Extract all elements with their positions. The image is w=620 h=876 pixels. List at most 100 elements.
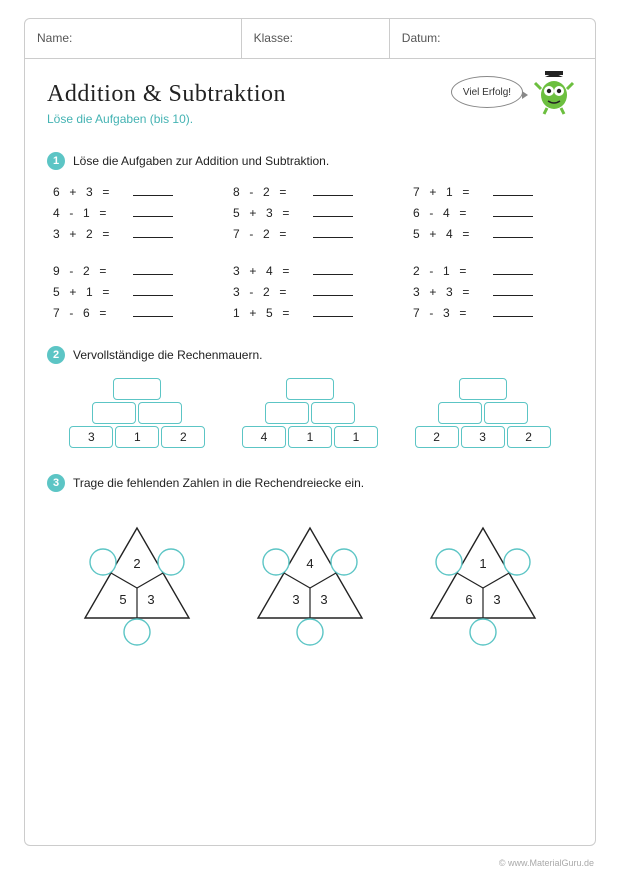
wall-brick-value: 1 <box>334 426 378 448</box>
problem-item: 7 - 6 = <box>53 305 213 320</box>
triangle-answer-circle[interactable] <box>331 549 357 575</box>
answer-blank[interactable] <box>313 184 353 196</box>
worksheet-page: Name: Klasse: Datum: Viel Erfolg! <box>0 0 620 876</box>
number-walls-row: 312411232 <box>47 378 573 448</box>
wall-brick-empty[interactable] <box>92 402 136 424</box>
problem-item: 3 + 3 = <box>413 284 573 299</box>
answer-blank[interactable] <box>493 284 533 296</box>
content-area: Viel Erfolg! Addition & Subtraktion Löse… <box>25 59 595 660</box>
equation-text: 4 - 1 = <box>53 206 133 220</box>
wall-brick-empty[interactable] <box>459 378 507 400</box>
answer-blank[interactable] <box>133 284 173 296</box>
wall-brick-value: 1 <box>288 426 332 448</box>
wall-brick-empty[interactable] <box>113 378 161 400</box>
triangle-value: 2 <box>134 556 141 571</box>
calc-triangle: 433 <box>230 510 390 650</box>
triangle-value: 3 <box>148 592 155 607</box>
answer-blank[interactable] <box>313 263 353 275</box>
answer-blank[interactable] <box>133 205 173 217</box>
answer-blank[interactable] <box>493 263 533 275</box>
problem-grid: 6 + 3 = 8 - 2 = 7 + 1 = 4 - 1 = 5 + 3 = 6 - 4… <box>47 184 573 320</box>
section-1-header: 1 Löse die Aufgaben zur Addition und Sub… <box>47 152 573 170</box>
problem-item: 6 + 3 = <box>53 184 213 199</box>
triangle-value: 3 <box>493 592 500 607</box>
triangle-answer-circle[interactable] <box>158 549 184 575</box>
answer-blank[interactable] <box>493 205 533 217</box>
section-3-header: 3 Trage die fehlenden Zahlen in die Rech… <box>47 474 573 492</box>
number-wall: 411 <box>242 378 378 448</box>
section-2-header: 2 Vervollständige die Rechenmauern. <box>47 346 573 364</box>
answer-blank[interactable] <box>313 284 353 296</box>
problem-item: 5 + 1 = <box>53 284 213 299</box>
problem-item: 1 + 5 = <box>233 305 393 320</box>
triangle-answer-circle[interactable] <box>263 549 289 575</box>
section-2-title: Vervollständige die Rechenmauern. <box>73 348 262 362</box>
triangle-value: 1 <box>479 556 486 571</box>
answer-blank[interactable] <box>133 263 173 275</box>
section-3: 3 Trage die fehlenden Zahlen in die Rech… <box>47 474 573 650</box>
triangle-value: 5 <box>120 592 127 607</box>
triangle-answer-circle[interactable] <box>436 549 462 575</box>
section-3-badge: 3 <box>47 474 65 492</box>
calc-triangle: 2 5 3 <box>57 510 217 650</box>
wall-brick-value: 1 <box>115 426 159 448</box>
section-1-badge: 1 <box>47 152 65 170</box>
equation-text: 2 - 1 = <box>413 264 493 278</box>
equation-text: 5 + 4 = <box>413 227 493 241</box>
problem-item: 3 + 2 = <box>53 226 213 241</box>
wall-brick-empty[interactable] <box>265 402 309 424</box>
problem-item: 2 - 1 = <box>413 263 573 278</box>
answer-blank[interactable] <box>133 184 173 196</box>
equation-text: 8 - 2 = <box>233 185 313 199</box>
calc-triangles-row: 253433163 <box>47 506 573 650</box>
equation-text: 7 - 6 = <box>53 306 133 320</box>
section-2: 2 Vervollständige die Rechenmauern. 3124… <box>47 346 573 448</box>
wall-brick-empty[interactable] <box>484 402 528 424</box>
problem-item: 5 + 3 = <box>233 205 393 220</box>
triangle-answer-circle[interactable] <box>504 549 530 575</box>
equation-text: 6 + 3 = <box>53 185 133 199</box>
date-field-label: Datum: <box>390 19 595 58</box>
wall-brick-empty[interactable] <box>438 402 482 424</box>
problem-item: 6 - 4 = <box>413 205 573 220</box>
equation-text: 3 + 4 = <box>233 264 313 278</box>
wall-brick-value: 4 <box>242 426 286 448</box>
problem-item: 7 + 1 = <box>413 184 573 199</box>
triangle-answer-circle[interactable] <box>297 619 323 645</box>
wall-brick-value: 3 <box>461 426 505 448</box>
equation-text: 1 + 5 = <box>233 306 313 320</box>
section-2-badge: 2 <box>47 346 65 364</box>
answer-blank[interactable] <box>493 226 533 238</box>
problem-item: 3 + 4 = <box>233 263 393 278</box>
triangle-answer-circle[interactable] <box>90 549 116 575</box>
calc-triangle: 163 <box>403 510 563 650</box>
equation-text: 7 - 3 = <box>413 306 493 320</box>
answer-blank[interactable] <box>133 305 173 317</box>
wall-brick-empty[interactable] <box>286 378 334 400</box>
wall-brick-value: 3 <box>69 426 113 448</box>
triangle-value: 4 <box>306 556 313 571</box>
answer-blank[interactable] <box>313 226 353 238</box>
wall-brick-value: 2 <box>161 426 205 448</box>
equation-text: 7 + 1 = <box>413 185 493 199</box>
answer-blank[interactable] <box>133 226 173 238</box>
wall-brick-empty[interactable] <box>138 402 182 424</box>
equation-text: 3 + 2 = <box>53 227 133 241</box>
problem-item: 4 - 1 = <box>53 205 213 220</box>
problem-item: 7 - 2 = <box>233 226 393 241</box>
mascot-area: Viel Erfolg! <box>451 69 577 115</box>
name-field-label: Name: <box>25 19 242 58</box>
problem-item: 7 - 3 = <box>413 305 573 320</box>
equation-text: 3 + 3 = <box>413 285 493 299</box>
wall-brick-empty[interactable] <box>311 402 355 424</box>
equation-text: 3 - 2 = <box>233 285 313 299</box>
number-wall: 312 <box>69 378 205 448</box>
answer-blank[interactable] <box>313 205 353 217</box>
triangle-answer-circle[interactable] <box>124 619 150 645</box>
answer-blank[interactable] <box>493 184 533 196</box>
triangle-value: 3 <box>320 592 327 607</box>
answer-blank[interactable] <box>313 305 353 317</box>
monster-icon <box>531 69 577 115</box>
answer-blank[interactable] <box>493 305 533 317</box>
triangle-answer-circle[interactable] <box>470 619 496 645</box>
